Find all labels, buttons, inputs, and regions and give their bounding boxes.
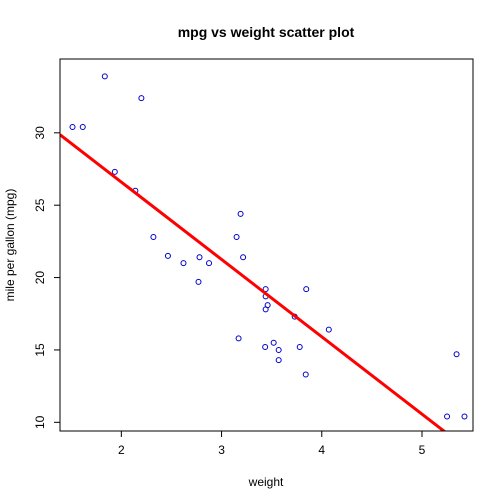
data-point	[262, 344, 269, 351]
points-layer	[69, 73, 468, 420]
data-point	[270, 339, 277, 346]
data-point	[444, 413, 451, 420]
data-point	[195, 278, 202, 285]
y-tick-label: 20	[33, 271, 47, 285]
plot-frame	[59, 58, 474, 432]
x-tick-label: 2	[118, 443, 125, 457]
data-point	[303, 286, 310, 293]
data-point	[262, 306, 269, 313]
x-tick-label: 5	[419, 443, 426, 457]
data-point	[235, 335, 242, 342]
x-axis-label: weight	[248, 475, 284, 489]
y-axis-label: mile per gallon (mpg)	[3, 189, 17, 302]
data-point	[101, 73, 108, 80]
data-point	[233, 234, 240, 241]
data-point	[150, 234, 157, 241]
data-point	[275, 346, 282, 353]
data-point	[79, 124, 86, 131]
data-point	[453, 351, 460, 358]
y-tick-label: 25	[33, 198, 47, 212]
data-point	[302, 371, 309, 378]
y-tick-label: 15	[33, 343, 47, 357]
regression-line	[60, 133, 447, 431]
fit-line-layer	[60, 133, 447, 431]
y-tick-label: 10	[33, 415, 47, 429]
chart-title: mpg vs weight scatter plot	[178, 24, 355, 40]
y-tick-label: 30	[33, 126, 47, 140]
data-point	[206, 260, 213, 267]
data-point	[275, 357, 282, 364]
data-point	[164, 252, 171, 259]
data-point	[461, 413, 468, 420]
data-point	[111, 168, 118, 175]
data-point	[240, 254, 247, 261]
x-tick-label: 3	[218, 443, 225, 457]
data-point	[325, 326, 332, 333]
data-point	[237, 210, 244, 217]
data-point	[69, 124, 76, 131]
data-point	[138, 95, 145, 102]
data-point	[196, 254, 203, 261]
x-tick-label: 4	[318, 443, 325, 457]
axes-layer: 2 3 4 5 10 15 20 25 30	[33, 126, 425, 457]
data-point	[180, 260, 187, 267]
data-point	[296, 344, 303, 351]
